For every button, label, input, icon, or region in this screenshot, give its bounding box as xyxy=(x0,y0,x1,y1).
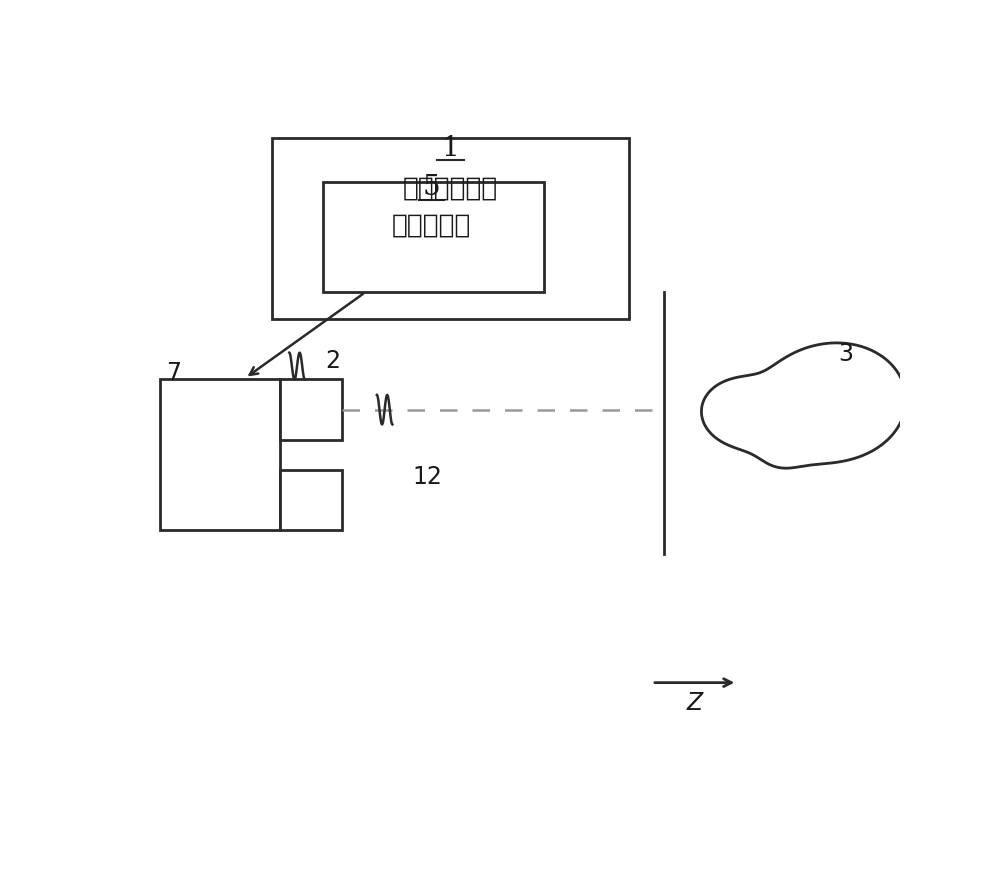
Text: 频谱确定器: 频谱确定器 xyxy=(391,213,471,239)
Text: 治疗计划系统: 治疗计划系统 xyxy=(403,175,498,201)
Text: 1: 1 xyxy=(442,135,459,162)
Bar xyxy=(280,380,342,440)
Bar xyxy=(280,470,342,530)
Text: 7: 7 xyxy=(166,361,181,385)
Text: 2: 2 xyxy=(325,349,340,374)
Text: 12: 12 xyxy=(412,465,442,489)
Text: 3: 3 xyxy=(838,342,853,366)
Text: 5: 5 xyxy=(422,174,440,201)
Text: Z: Z xyxy=(687,691,703,715)
Bar xyxy=(160,380,280,530)
Bar xyxy=(272,138,629,319)
Bar xyxy=(323,182,544,293)
